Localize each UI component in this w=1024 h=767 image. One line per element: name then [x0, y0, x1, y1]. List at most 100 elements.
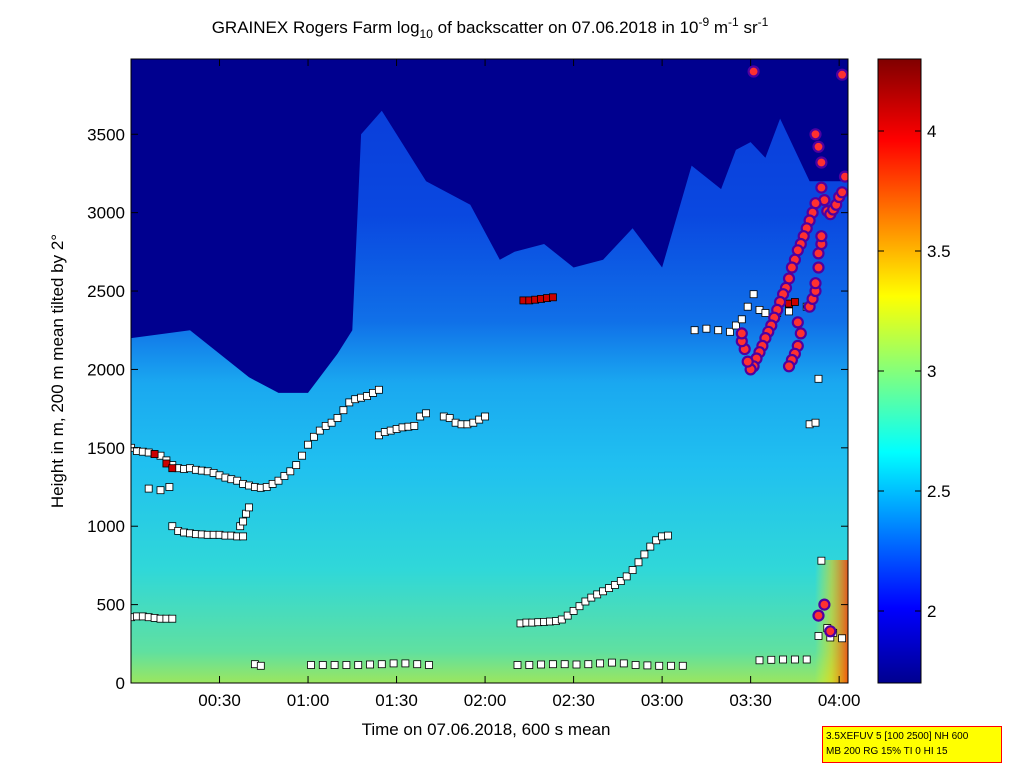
layer-marker-square [366, 660, 374, 669]
layer-marker-square [584, 660, 593, 669]
cloud-marker-circle [782, 360, 796, 373]
x-axis-label: Time on 07.06.2018, 600 s mean [362, 720, 611, 739]
y-axis-label: Height in m, 200 m mean tilted by 2° [48, 234, 67, 508]
layer-marker-square [144, 484, 153, 493]
layer-marker-square [401, 659, 410, 668]
layer-marker-square [779, 655, 787, 664]
layer-marker-square [377, 660, 386, 669]
layer-marker-square [634, 558, 643, 567]
x-tick-label: 02:30 [552, 691, 595, 710]
layer-marker-square [307, 661, 315, 669]
layer-marker-square [572, 660, 581, 669]
layer-marker-square [811, 418, 820, 427]
layer-marker-square [239, 532, 248, 541]
cloud-marker-circle [836, 186, 848, 199]
y-tick-label: 2000 [87, 360, 125, 379]
layer-marker-square [560, 660, 569, 669]
layer-marker-square [315, 426, 324, 435]
cloud-marker-circle [838, 170, 848, 183]
y-tick-label: 500 [97, 596, 125, 615]
backscatter-heatmap [131, 59, 848, 683]
cloud-marker-circle [818, 598, 831, 611]
layer-marker-square [425, 661, 433, 669]
cloud-marker-circle [794, 327, 807, 340]
layer-marker-square [761, 309, 770, 317]
layer-marker-square [537, 660, 545, 669]
layer-marker-square [814, 374, 823, 383]
layer-marker-square [256, 661, 265, 670]
layer-marker-square [156, 486, 165, 495]
layer-marker-square [513, 661, 522, 669]
layer-marker-square [298, 451, 307, 460]
layer-marker-square [445, 414, 454, 422]
layer-marker-square [309, 432, 318, 441]
layer-marker-square [563, 611, 572, 620]
layer-marker-square [655, 661, 664, 670]
plot-frame [130, 58, 849, 684]
layer-marker-square [318, 661, 327, 669]
layer-marker-square [168, 464, 177, 473]
layer-marker-square [755, 656, 764, 665]
y-axis: 0 500 1000 1500 2000 2500 3000 3500 [87, 125, 848, 693]
layer-marker-square [389, 659, 398, 668]
colorbar-tick-label: 2 [927, 602, 936, 621]
cloud-marker-circle [815, 156, 828, 169]
layer-marker-square [575, 602, 584, 611]
layer-marker-square [525, 661, 534, 669]
cloud-marker-circle [809, 128, 822, 141]
x-tick-label: 03:30 [729, 691, 772, 710]
layer-marker-square [817, 556, 826, 565]
cloud-marker-circle [791, 316, 804, 329]
x-tick-label: 01:30 [375, 691, 418, 710]
layer-marker-square [333, 414, 342, 422]
x-tick-label: 03:00 [641, 691, 684, 710]
info-line-1: 3.5XEFUV 5 [100 2500] NH 600 [826, 731, 969, 742]
layer-marker-square [422, 409, 431, 418]
layer-marker-square [292, 461, 301, 470]
layer-marker-square [286, 467, 295, 476]
layer-marker-square [413, 660, 422, 669]
colorbar-tick-label: 2.5 [927, 482, 951, 501]
x-tick-label: 00:30 [198, 691, 241, 710]
layer-marker-square [628, 566, 637, 574]
layer-marker-square [622, 572, 631, 581]
chart-title: GRAINEX Rogers Farm log10 of backscatter… [212, 15, 769, 41]
cloud-marker-circle [824, 625, 837, 638]
layer-marker-square [640, 550, 649, 559]
cloud-marker-circle [812, 609, 825, 622]
colorbar-tick-label: 3.5 [927, 242, 951, 261]
layer-marker-square [581, 597, 590, 606]
layer-marker-square [737, 315, 746, 324]
cloud-marker-circle [836, 68, 848, 81]
layer-marker-square [814, 632, 823, 640]
layer-marker-square [702, 324, 711, 333]
layer-marker-square [732, 321, 740, 330]
layer-marker-square [481, 412, 490, 421]
x-axis: 00:30 01:00 01:30 02:00 02:30 03:00 03:30 04:00 [198, 59, 860, 710]
layer-marker-square [162, 459, 171, 468]
y-tick-label: 3000 [87, 204, 125, 223]
layer-marker-square [549, 293, 557, 302]
cloud-marker-circle [735, 327, 748, 340]
x-tick-label: 04:00 [818, 691, 861, 710]
y-tick-label: 1000 [87, 517, 125, 536]
layer-marker-square [726, 327, 734, 336]
layer-marker-square [608, 658, 616, 667]
cloud-marker-circle [815, 230, 828, 243]
x-tick-label: 02:00 [464, 691, 507, 710]
layer-marker-square [802, 655, 811, 664]
colorbar [877, 58, 922, 684]
layer-marker-square [280, 472, 289, 480]
layer-marker-square [165, 483, 174, 491]
layer-marker-square [749, 290, 758, 299]
y-tick-label: 1500 [87, 439, 125, 458]
layer-markers [131, 65, 848, 670]
surface-layer-edge [815, 560, 848, 683]
x-tick-label: 01:00 [287, 691, 330, 710]
layer-marker-square [374, 385, 383, 394]
processing-info-box: 3.5XEFUV 5 [100 2500] NH 600 MB 200 RG 1… [822, 726, 1002, 763]
layer-marker-square [785, 307, 793, 316]
layer-marker-square [150, 450, 159, 459]
layer-marker-square [678, 661, 687, 670]
